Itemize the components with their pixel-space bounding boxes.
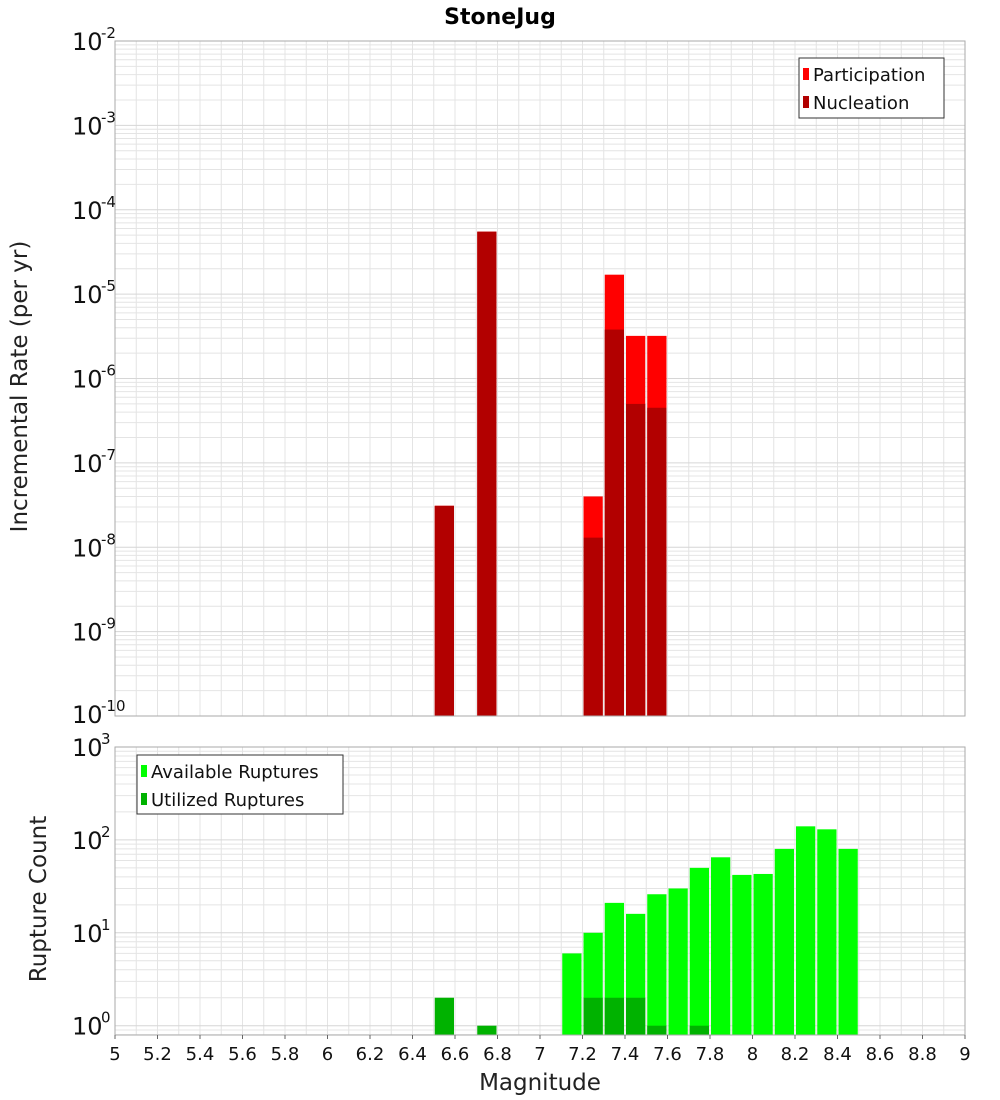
rate-gridlines bbox=[115, 41, 966, 716]
available-ruptures-bar bbox=[753, 873, 773, 1035]
legend-label-nucleation: Nucleation bbox=[813, 93, 909, 114]
rate-bars bbox=[434, 231, 667, 716]
utilized-ruptures-bar bbox=[647, 1025, 667, 1035]
rate-legend-box bbox=[798, 57, 945, 119]
rate-plot-frame bbox=[114, 40, 966, 717]
x-tick-label: 6.6 bbox=[441, 1044, 470, 1065]
legend-swatch-available bbox=[141, 765, 147, 777]
y-tick-exponent: -6 bbox=[101, 362, 116, 380]
utilized-ruptures-bar bbox=[689, 1025, 709, 1035]
x-tick-label: 7 bbox=[534, 1044, 545, 1065]
legend-swatch-participation bbox=[803, 68, 809, 80]
x-tick-label: 8.2 bbox=[781, 1044, 810, 1065]
y-tick-label: 10 bbox=[72, 281, 103, 309]
y-tick-exponent: 0 bbox=[101, 1009, 111, 1027]
available-ruptures-bar bbox=[647, 894, 667, 1035]
available-ruptures-bar bbox=[711, 857, 731, 1035]
legend-label-utilized: Utilized Ruptures bbox=[151, 790, 304, 811]
legend-swatch-utilized bbox=[141, 793, 147, 805]
x-tick-label: 7.2 bbox=[568, 1044, 597, 1065]
y-tick-exponent: 2 bbox=[101, 823, 111, 841]
available-ruptures-bar bbox=[562, 953, 582, 1035]
y-tick-exponent: -3 bbox=[101, 108, 116, 126]
x-tick-label: 5.4 bbox=[186, 1044, 215, 1065]
rate-y-axis-label: Incremental Rate (per yr) bbox=[7, 241, 33, 533]
y-tick-exponent: -9 bbox=[101, 615, 116, 633]
y-tick-exponent: -8 bbox=[101, 530, 116, 548]
available-ruptures-bar bbox=[668, 888, 688, 1035]
y-tick-exponent: -4 bbox=[101, 193, 116, 211]
x-tick-label: 6 bbox=[322, 1044, 333, 1065]
y-tick-label: 10 bbox=[72, 827, 103, 855]
available-ruptures-bar bbox=[838, 848, 858, 1035]
count-legend: Available Ruptures Utilized Ruptures bbox=[136, 754, 344, 815]
utilized-ruptures-bar bbox=[434, 997, 454, 1035]
x-tick-label: 9 bbox=[959, 1044, 970, 1065]
x-axis-label: Magnitude bbox=[479, 1070, 601, 1096]
x-tick-label: 8.8 bbox=[908, 1044, 937, 1065]
x-tick-label: 6.8 bbox=[483, 1044, 512, 1065]
x-tick-label: 6.2 bbox=[356, 1044, 385, 1065]
utilized-ruptures-bar bbox=[604, 997, 624, 1035]
x-tick-label: 7.4 bbox=[611, 1044, 640, 1065]
rate-legend: Participation Nucleation bbox=[798, 57, 945, 119]
x-ticks: 5 5.2 5.4 5.6 5.8 6 6.2 6.4 6.6 6.8 7 7.2 7.4 7.6 7.8 8… bbox=[109, 1035, 971, 1065]
available-ruptures-bar bbox=[817, 829, 837, 1035]
y-tick-exponent: -7 bbox=[101, 446, 116, 464]
x-tick-label: 8 bbox=[747, 1044, 758, 1065]
y-tick-label: 10 bbox=[72, 734, 103, 762]
y-tick-label: 10 bbox=[72, 1013, 103, 1041]
y-tick-label: 10 bbox=[72, 450, 103, 478]
x-tick-label: 7.6 bbox=[653, 1044, 682, 1065]
nucleation-bar bbox=[583, 537, 603, 716]
x-tick-label: 5.8 bbox=[271, 1044, 300, 1065]
x-tick-label: 8.4 bbox=[823, 1044, 852, 1065]
available-ruptures-bar bbox=[689, 867, 709, 1035]
x-tick-label: 5.2 bbox=[143, 1044, 172, 1065]
y-tick-label: 10 bbox=[72, 28, 103, 56]
y-tick-exponent: 3 bbox=[101, 730, 111, 748]
available-ruptures-bar bbox=[774, 848, 794, 1035]
legend-swatch-nucleation bbox=[803, 96, 809, 108]
nucleation-bar bbox=[604, 329, 624, 716]
y-tick-exponent: -5 bbox=[101, 277, 116, 295]
y-tick-exponent: 1 bbox=[101, 916, 111, 934]
y-tick-label: 10 bbox=[72, 366, 103, 394]
y-tick-label: 10 bbox=[72, 920, 103, 948]
count-legend-box bbox=[136, 754, 344, 815]
y-tick-label: 10 bbox=[72, 197, 103, 225]
available-ruptures-bar bbox=[732, 874, 752, 1035]
x-tick-label: 5 bbox=[109, 1044, 120, 1065]
chart-title: StoneJug bbox=[444, 5, 556, 30]
utilized-ruptures-bar bbox=[583, 997, 603, 1035]
available-ruptures-bar bbox=[796, 826, 816, 1035]
legend-label-available: Available Ruptures bbox=[151, 762, 319, 783]
x-tick-label: 6.4 bbox=[398, 1044, 427, 1065]
x-tick-label: 5.6 bbox=[228, 1044, 257, 1065]
y-tick-exponent: -10 bbox=[101, 697, 126, 715]
y-tick-label: 10 bbox=[72, 619, 103, 647]
count-y-axis-label: Rupture Count bbox=[26, 816, 52, 982]
nucleation-bar bbox=[477, 231, 497, 716]
utilized-ruptures-bar bbox=[477, 1025, 497, 1035]
legend-label-participation: Participation bbox=[813, 65, 925, 86]
y-tick-exponent: -2 bbox=[101, 24, 116, 42]
nucleation-bar bbox=[626, 403, 646, 716]
nucleation-bar bbox=[647, 407, 667, 716]
y-tick-label: 10 bbox=[72, 701, 103, 729]
count-bars bbox=[434, 826, 858, 1035]
nucleation-bar bbox=[434, 505, 454, 716]
y-tick-label: 10 bbox=[72, 112, 103, 140]
x-tick-label: 7.8 bbox=[696, 1044, 725, 1065]
x-tick-label: 8.6 bbox=[866, 1044, 895, 1065]
utilized-ruptures-bar bbox=[626, 997, 646, 1035]
y-tick-label: 10 bbox=[72, 534, 103, 562]
